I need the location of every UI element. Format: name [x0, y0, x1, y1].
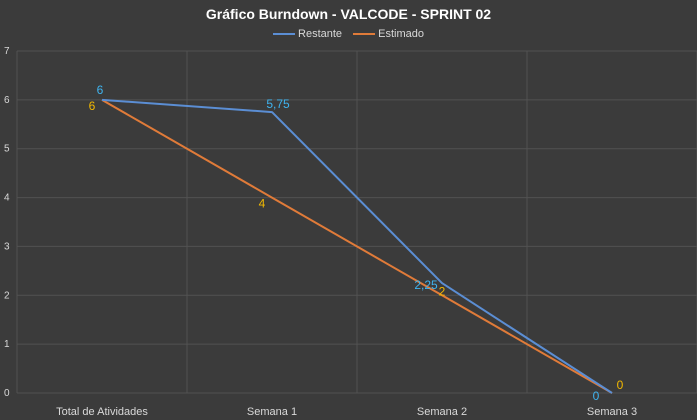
y-tick-label: 1 [4, 339, 10, 350]
data-label-restante: 0 [593, 389, 600, 403]
data-label-restante: 2,25 [414, 278, 438, 292]
y-tick-label: 4 [4, 193, 10, 204]
legend-label-restante: Restante [298, 28, 343, 40]
data-label-restante: 5,75 [266, 97, 290, 111]
legend: Restante Estimado [0, 28, 697, 40]
y-tick-label: 3 [4, 241, 10, 252]
series-line-estimado [101, 98, 613, 394]
x-tick-label: Semana 2 [417, 406, 467, 418]
x-tick-label: Semana 1 [247, 406, 297, 418]
legend-swatch-restante [273, 33, 296, 36]
data-label-estimado: 6 [89, 99, 96, 113]
y-tick-label: 0 [4, 388, 10, 399]
legend-item-restante: Restante [273, 28, 342, 40]
data-label-estimado: 2 [439, 284, 446, 298]
data-label-restante: 6 [97, 83, 104, 97]
y-tick-label: 2 [4, 290, 10, 301]
y-tick-label: 7 [4, 46, 10, 57]
x-tick-label: Semana 3 [587, 406, 637, 418]
data-label-estimado: 4 [259, 197, 266, 211]
y-tick-label: 6 [4, 95, 10, 106]
legend-label-estimado: Estimado [378, 28, 424, 40]
data-label-estimado: 0 [617, 378, 624, 392]
y-tick-label: 5 [4, 144, 10, 155]
legend-swatch-estimado [353, 33, 376, 36]
legend-item-estimado: Estimado [353, 28, 424, 40]
series-line-restante [101, 98, 613, 394]
chart-title: Gráfico Burndown - VALCODE - SPRINT 02 [205, 6, 492, 22]
x-tick-label: Total de Atividades [56, 406, 148, 418]
